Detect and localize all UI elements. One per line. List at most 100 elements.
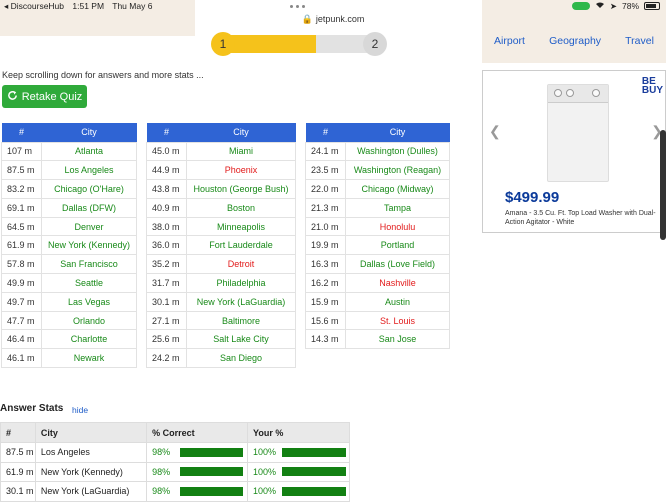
table-row: 25.6 m Salt Lake City [146, 329, 296, 350]
table-row: 19.9 m Portland [305, 235, 450, 256]
row-city: Miami [186, 141, 296, 162]
row-number: 45.0 m [146, 141, 187, 162]
row-number: 46.1 m [1, 348, 42, 369]
stats-city: New York (Kennedy) [34, 461, 148, 482]
percent-correct-label: 98% [152, 466, 171, 477]
table-row: 38.0 m Minneapolis [146, 216, 296, 237]
percent-correct-bar [180, 447, 243, 457]
row-city: New York (Kennedy) [41, 235, 137, 256]
row-number: 36.0 m [146, 235, 187, 256]
percent-correct-cell: 98% [146, 461, 249, 482]
back-to-app[interactable]: ◂ DiscourseHub [4, 0, 65, 11]
row-city: Charlotte [41, 329, 137, 350]
row-number: 16.3 m [305, 254, 346, 275]
row-number: 44.9 m [146, 160, 187, 181]
table-row: 61.9 m New York (Kennedy) [1, 235, 137, 256]
table-row: 46.1 m Newark [1, 348, 137, 369]
table-row: 31.7 m Philadelphia [146, 273, 296, 293]
percent-correct-bar [180, 467, 243, 477]
row-number: 24.1 m [305, 141, 346, 162]
row-city: Honolulu [345, 216, 450, 237]
table-row: 47.7 m Orlando [1, 310, 137, 331]
scrollbar-handle[interactable] [660, 130, 666, 240]
table-row: 30.1 m New York (LaGuardia) 98% 100% [0, 481, 350, 502]
row-city: Dallas (Love Field) [345, 254, 450, 275]
refresh-icon [7, 90, 18, 104]
table-row: 23.5 m Washington (Reagan) [305, 160, 450, 181]
ad-prev-arrow-icon[interactable]: ❮ [489, 123, 501, 139]
ad-next-arrow-icon[interactable]: ❯ [651, 123, 663, 139]
row-number: 16.2 m [305, 273, 346, 293]
row-city: Detroit [186, 254, 296, 275]
battery-icon [644, 2, 660, 10]
row-city: Chicago (Midway) [345, 179, 450, 199]
table-row: 44.9 m Phoenix [146, 160, 296, 181]
row-city: Washington (Reagan) [345, 160, 450, 181]
table-row: 14.3 m San Jose [305, 329, 450, 350]
table-row: 46.4 m Charlotte [1, 329, 137, 350]
row-number: 25.6 m [146, 329, 187, 350]
row-number: 22.0 m [305, 179, 346, 199]
table-row: 43.8 m Houston (George Bush) [146, 179, 296, 199]
column-header-num: # [146, 123, 187, 142]
row-number: 14.3 m [305, 329, 346, 350]
row-number: 19.9 m [305, 235, 346, 256]
table-row: 24.2 m San Diego [146, 348, 296, 369]
your-percent-cell: 100% [247, 481, 350, 502]
percent-correct-bar [180, 486, 243, 496]
table-row: 61.9 m New York (Kennedy) 98% 100% [0, 461, 350, 482]
advertisement[interactable]: ❮ ❯ BE BUY $499.99 Amana - 3.5 Cu. Ft. To… [482, 70, 666, 233]
row-number: 83.2 m [1, 179, 42, 199]
row-city: Houston (George Bush) [186, 179, 296, 199]
row-number: 69.1 m [1, 197, 42, 218]
your-percent-label: 100% [253, 447, 277, 458]
your-percent-bar [282, 486, 347, 496]
url-text: jetpunk.com [315, 14, 365, 24]
table-row: 49.7 m Las Vegas [1, 291, 137, 312]
row-number: 21.0 m [305, 216, 346, 237]
row-city: Seattle [41, 273, 137, 293]
row-city: Orlando [41, 310, 137, 331]
row-city: Las Vegas [41, 291, 137, 312]
row-number: 61.9 m [1, 235, 42, 256]
row-city: Nashville [345, 273, 450, 293]
row-number: 30.1 m [146, 291, 187, 312]
location-icon: ➤ [609, 0, 617, 11]
multitask-dots[interactable] [290, 0, 305, 12]
answer-stats-title: Answer Stats [0, 403, 64, 414]
nav-airport[interactable]: Airport [494, 35, 525, 47]
row-city: Denver [41, 216, 137, 237]
row-number: 27.1 m [146, 310, 187, 331]
row-number: 43.8 m [146, 179, 187, 199]
nav-travel[interactable]: Travel [625, 35, 654, 47]
your-percent-label: 100% [253, 486, 277, 497]
row-city: Los Angeles [41, 160, 137, 181]
row-city: Dallas (DFW) [41, 197, 137, 218]
column-header-num: # [305, 123, 346, 142]
progress-fill [219, 35, 317, 53]
stats-city: Los Angeles [34, 442, 148, 463]
your-percent-label: 100% [253, 466, 277, 477]
stats-header-correct: % Correct [146, 422, 249, 443]
row-city: Tampa [345, 197, 450, 218]
row-city: Phoenix [186, 160, 296, 181]
washer-image [547, 84, 609, 182]
retake-quiz-button[interactable]: Retake Quiz [2, 85, 87, 108]
nav-geography[interactable]: Geography [549, 35, 602, 47]
table-row: 69.1 m Dallas (DFW) [1, 197, 137, 218]
table-row: 16.3 m Dallas (Love Field) [305, 254, 450, 275]
stats-header-city: City [34, 422, 148, 443]
row-city: Chicago (O'Hare) [41, 179, 137, 199]
row-number: 23.5 m [305, 160, 346, 181]
table-row: 35.2 m Detroit [146, 254, 296, 275]
percent-correct-label: 98% [152, 447, 171, 458]
table-row: 87.5 m Los Angeles 98% 100% [0, 442, 350, 463]
row-city: Washington (Dulles) [345, 141, 450, 162]
percent-correct-cell: 98% [146, 481, 249, 502]
ad-description: Amana - 3.5 Cu. Ft. Top Load Washer with… [505, 210, 656, 226]
row-number: 21.3 m [305, 197, 346, 218]
answer-stats-hide-link[interactable]: hide [72, 405, 89, 415]
row-city: St. Louis [345, 310, 450, 331]
url-bar[interactable]: 🔒 jetpunk.com [270, 12, 396, 26]
table-row: 21.0 m Honolulu [305, 216, 450, 237]
